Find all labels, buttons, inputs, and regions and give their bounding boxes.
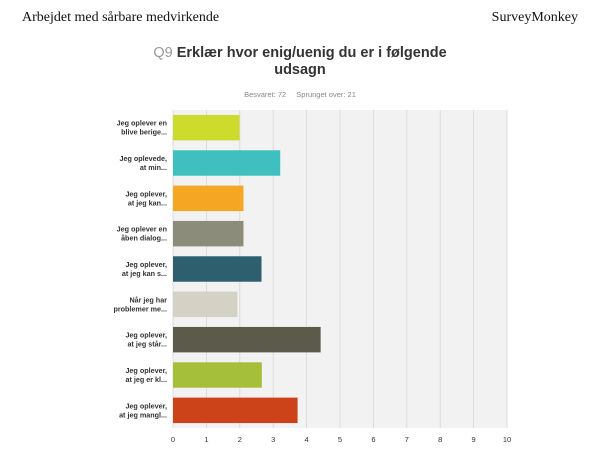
x-tick-label: 9 [472,435,476,444]
category-label: problemer me... [113,304,167,313]
brand-name: SurveyMonkey [491,10,578,25]
category-label: at jeg er kl... [125,375,167,384]
category-label: at jeg mangl... [119,410,167,419]
bar [173,150,281,176]
skipped-count: Sprunget over: 21 [296,90,356,99]
bar [173,220,244,247]
category-label: åben dialog... [121,234,167,243]
category-label: at jeg kan... [128,198,167,207]
category-label: Jeg oplevede, [119,154,167,163]
bar [173,291,238,318]
bar [173,256,262,282]
category-label: Jeg oplever en [117,225,167,234]
bar [173,362,262,388]
category-label: Jeg oplever en [117,119,167,128]
bar [173,114,240,141]
x-tick-label: 8 [438,435,442,444]
category-label: Når jeg har [129,295,167,304]
x-tick-label: 6 [371,435,375,444]
x-tick-label: 5 [338,435,342,444]
category-label: blive berige... [121,128,167,137]
x-tick-label: 3 [271,435,275,444]
category-label: Jeg oplever, [125,366,167,375]
response-stats: Besvaret: 72 Sprunget over: 21 [0,90,600,99]
category-label: Jeg oplever, [125,401,167,410]
question-title: Q9 Erklær hvor enig/uenig du er i følgen… [100,45,500,79]
x-tick-label: 4 [305,435,309,444]
x-tick-label: 0 [171,435,175,444]
question-text-line2: udsagn [274,62,326,78]
x-tick-label: 2 [238,435,242,444]
report-title: Arbejdet med sårbare medvirkende [22,10,220,25]
answered-count: Besvaret: 72 [244,90,287,99]
x-tick-label: 10 [503,435,511,444]
category-label: Jeg oplever, [125,331,167,340]
bar [173,326,321,353]
bar [173,185,244,212]
category-label: Jeg oplever, [125,189,167,198]
x-tick-label: 1 [204,435,208,444]
category-label: Jeg oplever, [125,260,167,269]
category-label: at jeg kan s... [122,269,167,278]
category-label: at jeg står... [127,340,167,349]
x-tick-labels: 0 1 2 3 4 5 6 7 8 9 10 [171,435,511,444]
category-label: at min... [140,163,167,172]
bar [173,397,298,424]
question-text-line1: Erklær hvor enig/uenig du er i følgende [176,45,447,61]
x-tick-label: 7 [405,435,409,444]
bars [173,114,321,424]
question-number: Q9 [153,45,173,61]
